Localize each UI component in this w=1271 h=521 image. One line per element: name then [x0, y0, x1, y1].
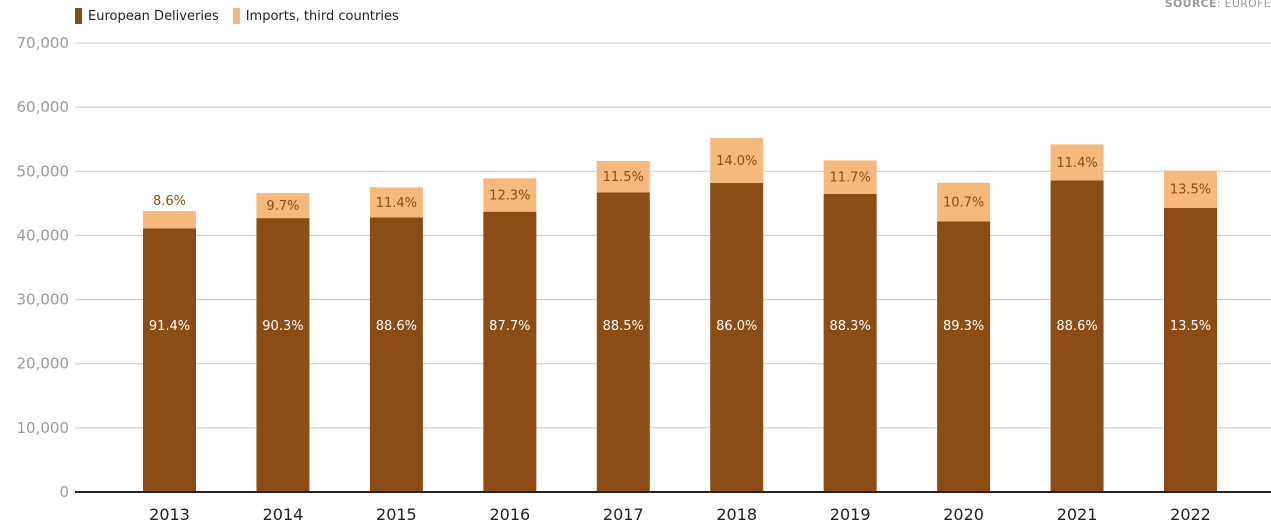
- y-tick-label: 10,000: [17, 419, 70, 437]
- bar-european-deliveries: [1050, 180, 1104, 492]
- bar-european-deliveries: [823, 193, 877, 492]
- x-tick-label: 2014: [263, 505, 304, 521]
- y-tick-label: 60,000: [17, 98, 70, 116]
- data-label-imports: 9.7%: [266, 199, 299, 214]
- bar-european-deliveries: [143, 228, 196, 492]
- data-label-imports: 11.4%: [376, 196, 417, 211]
- data-label-european: 87.7%: [489, 319, 530, 334]
- legend-label-imports: Imports, third countries: [245, 8, 399, 24]
- bar-imports-third-countries: [1050, 144, 1104, 181]
- y-tick-label: 50,000: [17, 162, 70, 180]
- data-label-imports: 8.6%: [153, 194, 186, 209]
- legend-label-european: European Deliveries: [88, 8, 219, 24]
- data-label-european: 90.3%: [262, 319, 303, 334]
- y-tick-label: 20,000: [17, 355, 70, 373]
- bar-imports-third-countries: [256, 193, 310, 219]
- source-label: SOURCE: [1164, 0, 1217, 10]
- legend-item-european: European Deliveries: [75, 8, 219, 24]
- bar-imports-third-countries: [1164, 170, 1217, 208]
- x-tick-label: 2018: [716, 505, 757, 521]
- bar-european-deliveries: [369, 217, 423, 492]
- legend-swatch-imports: [232, 8, 240, 24]
- source-note: SOURCE: EUROFE: [1165, 0, 1271, 10]
- data-label-imports: 10.7%: [943, 196, 984, 211]
- data-label-european: 86.0%: [716, 319, 757, 334]
- data-label-european: 91.4%: [149, 319, 190, 334]
- bar-imports-third-countries: [823, 160, 877, 194]
- bar-imports-third-countries: [143, 211, 196, 229]
- data-label-imports: 13.5%: [1170, 183, 1211, 198]
- data-label-imports: 11.5%: [603, 170, 644, 185]
- x-tick-label: 2013: [149, 505, 190, 521]
- legend: European Deliveries Imports, third count…: [75, 8, 413, 24]
- bar-european-deliveries: [256, 218, 310, 493]
- y-tick-label: 30,000: [17, 291, 70, 309]
- data-label-european: 88.3%: [830, 319, 871, 334]
- data-label-european: 88.6%: [1056, 319, 1097, 334]
- bar-european-deliveries: [937, 221, 991, 492]
- data-label-european: 88.6%: [376, 319, 417, 334]
- legend-item-imports: Imports, third countries: [232, 8, 399, 24]
- x-tick-label: 2020: [943, 505, 984, 521]
- bar-european-deliveries: [1164, 207, 1217, 492]
- data-label-imports: 12.3%: [489, 189, 530, 204]
- data-label-european: 13.5%: [1170, 319, 1211, 334]
- bar-european-deliveries: [596, 192, 650, 492]
- x-tick-label: 2019: [830, 505, 871, 521]
- x-tick-label: 2015: [376, 505, 417, 521]
- data-label-imports: 11.7%: [830, 171, 871, 186]
- bar-imports-third-countries: [937, 182, 991, 222]
- bar-imports-third-countries: [596, 161, 650, 193]
- x-tick-label: 2016: [489, 505, 530, 521]
- y-tick-label: 0: [59, 483, 69, 501]
- legend-swatch-european: [75, 8, 82, 24]
- data-label-imports: 11.4%: [1056, 156, 1097, 171]
- data-label-imports: 14.0%: [716, 154, 757, 169]
- bar-european-deliveries: [710, 182, 764, 492]
- x-tick-label: 2017: [603, 505, 644, 521]
- bar-imports-third-countries: [710, 137, 764, 183]
- bar-european-deliveries: [483, 211, 537, 492]
- y-tick-label: 40,000: [17, 226, 70, 244]
- y-tick-label: 70,000: [17, 34, 70, 52]
- x-tick-label: 2022: [1170, 505, 1211, 521]
- bar-imports-third-countries: [483, 178, 537, 212]
- data-label-european: 89.3%: [943, 319, 984, 334]
- x-tick-label: 2021: [1057, 505, 1098, 521]
- source-text: : EUROFE: [1216, 0, 1271, 10]
- data-label-european: 88.5%: [603, 319, 644, 334]
- bar-imports-third-countries: [369, 187, 423, 218]
